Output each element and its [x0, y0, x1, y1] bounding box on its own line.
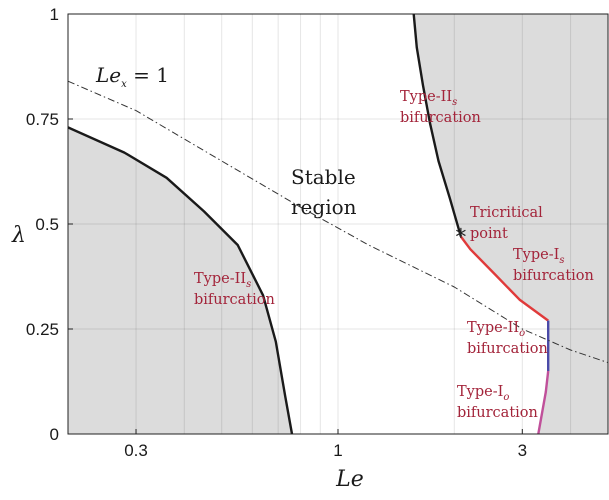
y-tick-label: 0 [50, 425, 59, 444]
type-io-label: Type-Io [457, 384, 509, 403]
y-tick-label: 0.25 [26, 320, 59, 339]
lex-label: Lex = 1 [95, 63, 169, 90]
x-axis-label: Le [335, 467, 364, 492]
type-iis-left-label-line2: bifurcation [194, 292, 275, 308]
region-left-unstable [68, 127, 292, 435]
tricritical-label-line2: point [470, 226, 508, 242]
x-ticks: 0.3 1 3 [124, 429, 527, 460]
type-iio-label-line2: bifurcation [467, 341, 548, 357]
series-line [459, 235, 549, 322]
stable-region-label-line1: Stable [291, 165, 356, 189]
unstable-regions [68, 14, 608, 435]
x-tick-label: 3 [518, 441, 527, 460]
y-tick-label: 1 [50, 5, 59, 24]
series-line [412, 13, 463, 237]
y-tick-label: 0.75 [26, 110, 59, 129]
stable-region-label-line2: region [291, 195, 357, 219]
type-is-label: Type-Is [513, 247, 565, 266]
y-axis-label: λ [11, 223, 26, 248]
type-iio-label: Type-IIo [467, 320, 525, 339]
type-io-label-line2: bifurcation [457, 405, 538, 421]
x-tick-label: 1 [333, 441, 342, 460]
tricritical-point-marker: * [455, 226, 466, 251]
series-lines [67, 13, 609, 435]
type-is-label-line2: bifurcation [513, 268, 594, 284]
series-line [537, 370, 550, 435]
region-right-unstable [413, 14, 608, 434]
y-tick-label: 0.5 [35, 215, 59, 234]
x-tick-label: 0.3 [124, 441, 148, 460]
type-iis-left-label: Type-IIs [194, 271, 251, 290]
type-iis-top-label-line2: bifurcation [400, 110, 481, 126]
series-line [67, 126, 294, 435]
tricritical-label-line1: Tricritical [470, 205, 543, 221]
type-iis-top-label: Type-IIs [400, 89, 457, 108]
series-line [67, 80, 609, 364]
y-ticks: 0 0.25 0.5 0.75 1 [26, 5, 73, 444]
